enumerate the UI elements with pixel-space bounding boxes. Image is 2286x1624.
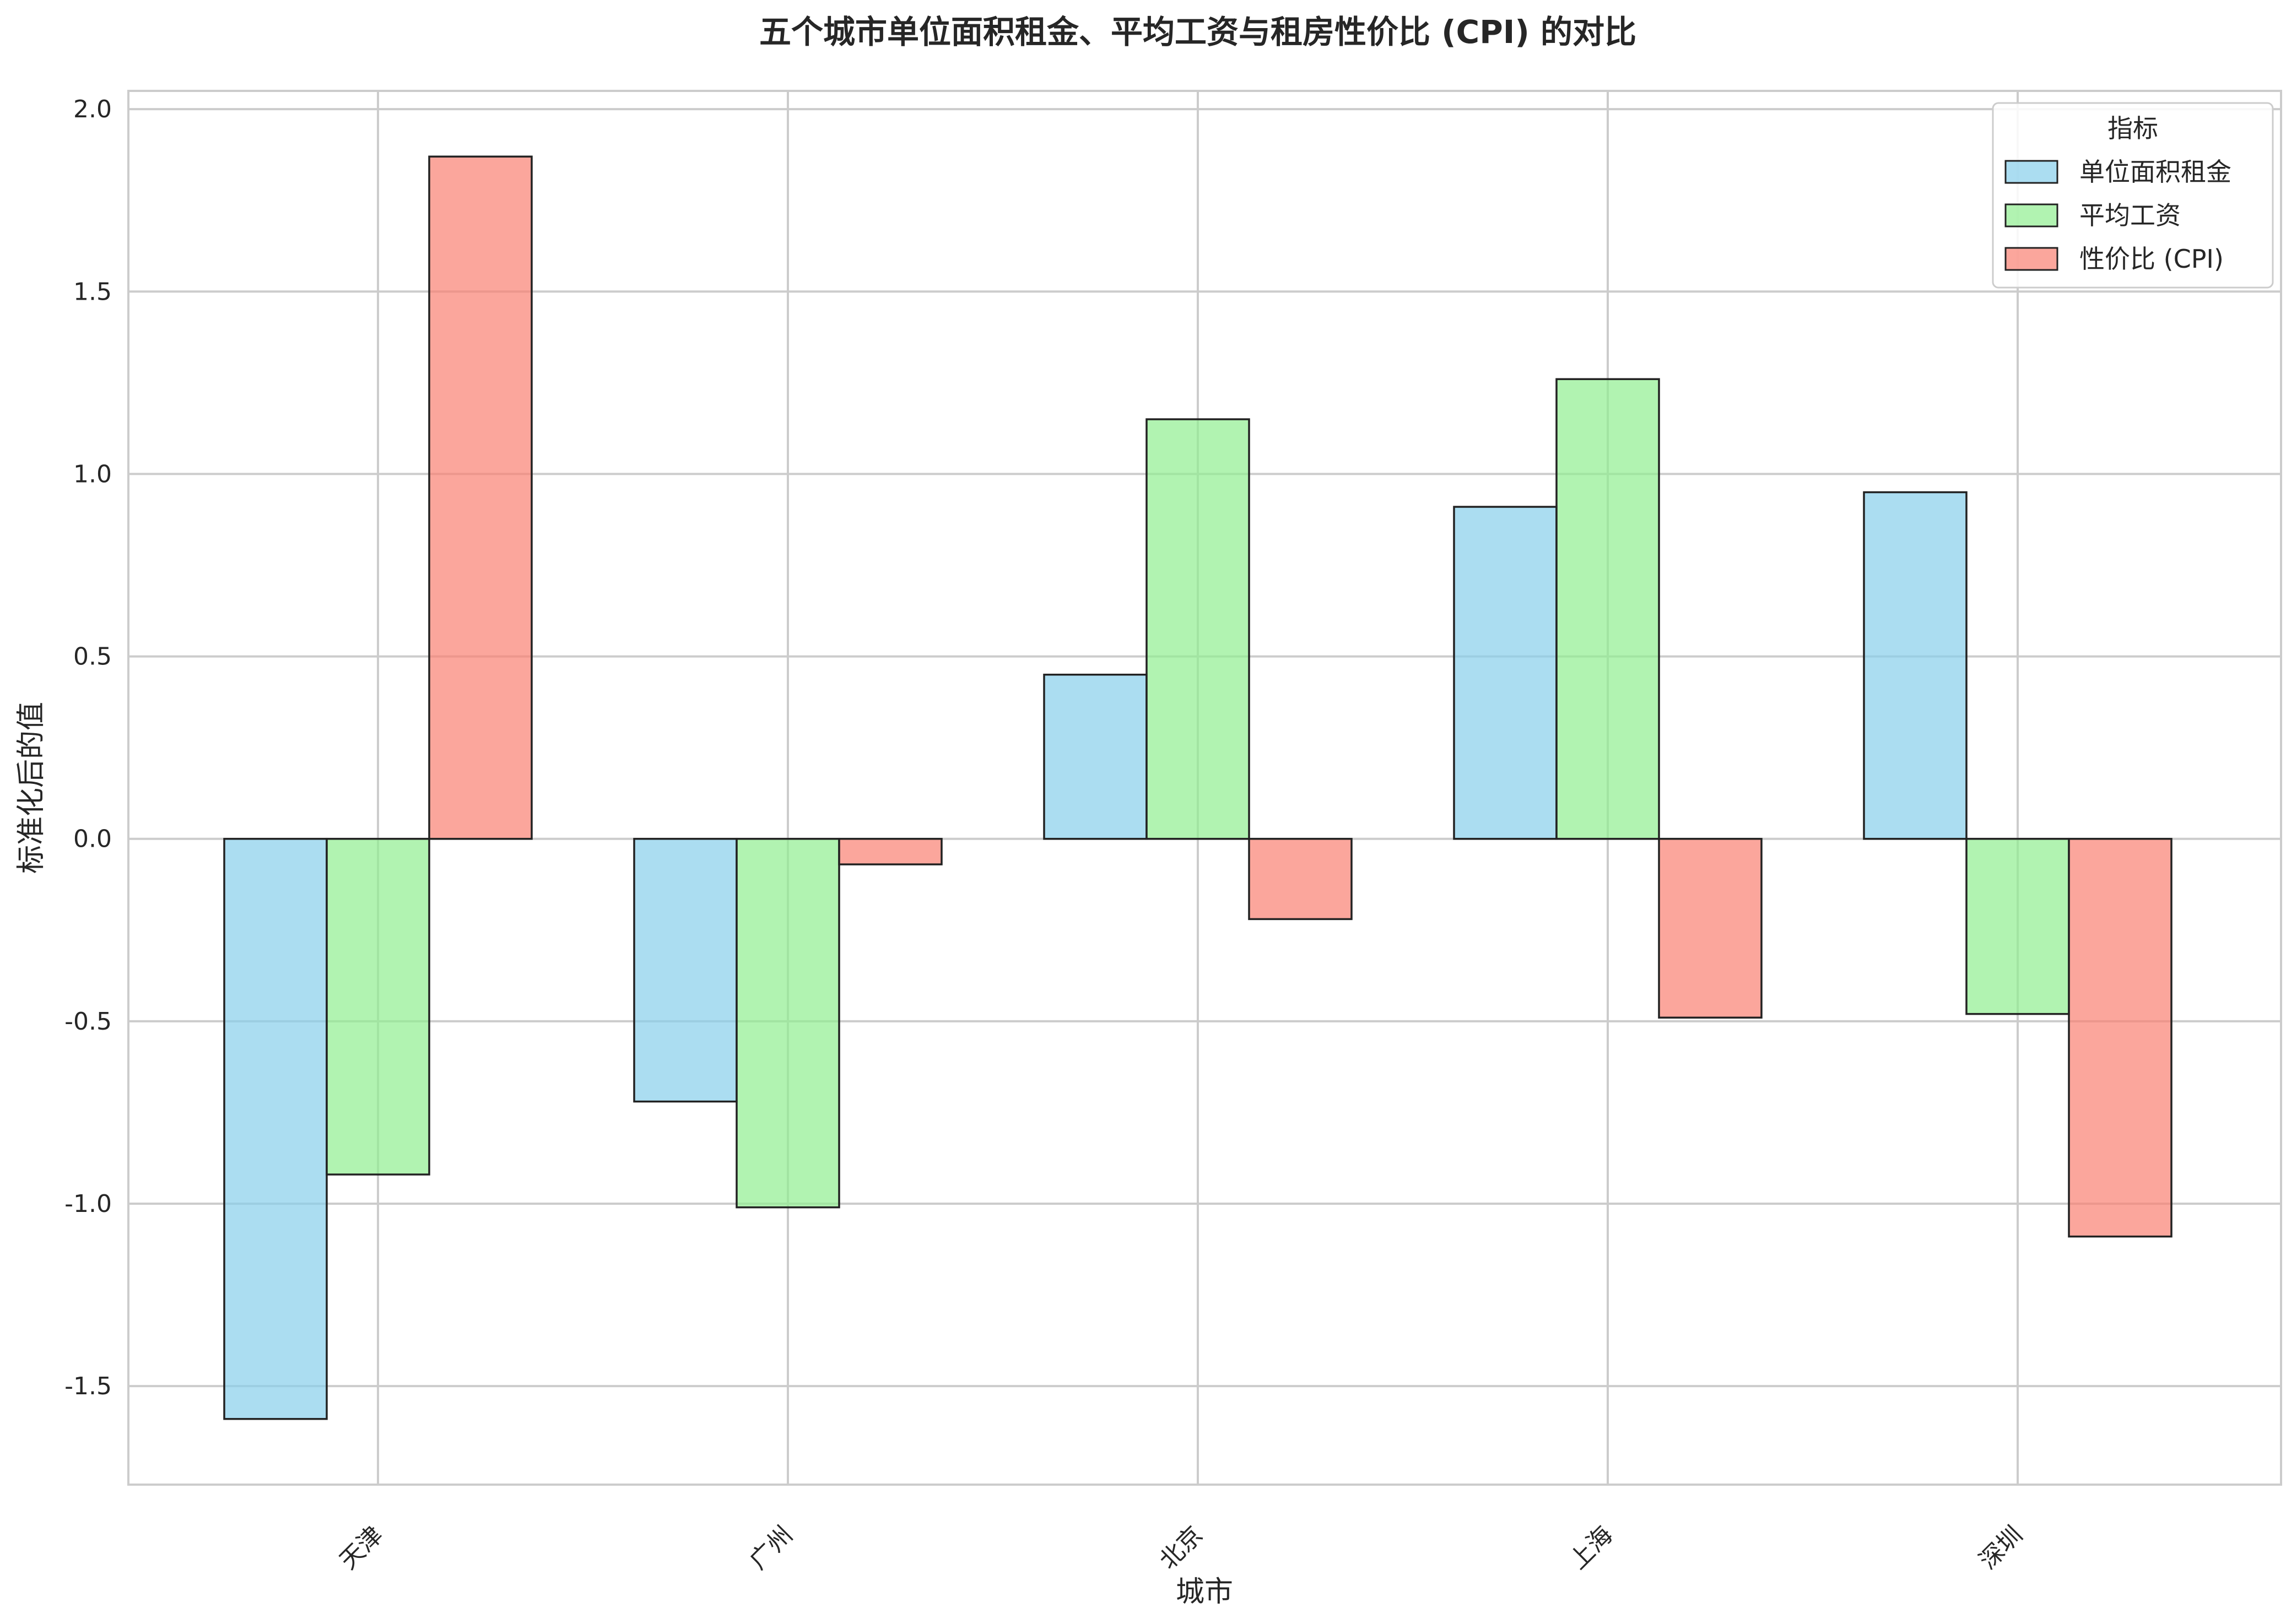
bar-1-4	[1453, 506, 1558, 840]
legend-swatch-2	[2004, 203, 2058, 228]
legend-label-2: 平均工资	[2079, 201, 2181, 230]
y-tick-label: -1.0	[64, 1190, 112, 1218]
bar-3-2	[838, 837, 943, 865]
y-tick-label: 2.0	[73, 95, 112, 123]
legend-label-1: 单位面积租金	[2079, 157, 2231, 187]
legend-title: 指标	[2107, 113, 2158, 143]
bar-1-3	[1043, 673, 1148, 840]
bar-1-1	[223, 837, 328, 1420]
y-tick-label: -0.5	[64, 1008, 112, 1036]
chart-title: 五个城市单位面积租金、平均工资与租房性价比 (CPI) 的对比	[759, 13, 1636, 51]
bar-3-5	[2068, 837, 2172, 1238]
plot-frame	[127, 90, 2282, 1486]
bar-3-3	[1248, 837, 1353, 921]
y-tick-labels: -1.5 -1.0 -0.5 0.0 0.5 1.0 1.5 2.0	[64, 95, 112, 1400]
bar-3-1	[428, 155, 533, 840]
bar-2-2	[736, 837, 840, 1209]
bar-2-1	[326, 837, 430, 1176]
y-tick-label: 1.0	[73, 460, 112, 488]
y-tick-label: 1.5	[73, 278, 112, 306]
bar-1-2	[633, 837, 738, 1103]
bar-2-4	[1555, 378, 1660, 840]
legend-swatch-3	[2004, 247, 2058, 271]
legend-label-3: 性价比 (CPI)	[2079, 244, 2224, 274]
bars-group	[223, 155, 2172, 1420]
bar-2-3	[1145, 418, 1250, 840]
y-tick-label: 0.5	[73, 643, 112, 671]
bar-3-4	[1658, 837, 1763, 1019]
legend-box	[1992, 102, 2274, 289]
y-tick-label: -1.5	[64, 1372, 112, 1400]
x-axis-label: 城市	[1176, 1576, 1233, 1609]
y-axis-label: 标准化后的值	[15, 702, 48, 874]
bar-2-5	[1965, 837, 2070, 1015]
bar-1-5	[1863, 491, 1968, 840]
y-tick-label: 0.0	[73, 825, 112, 853]
legend-swatch-1	[2004, 160, 2058, 184]
